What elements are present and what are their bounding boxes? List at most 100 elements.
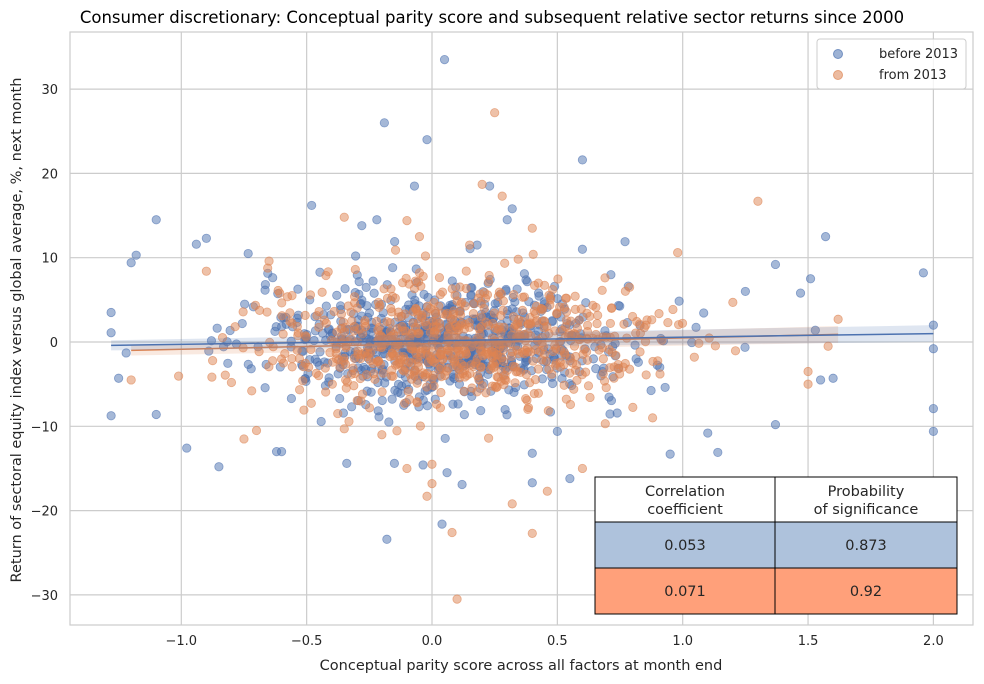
data-point bbox=[441, 310, 451, 320]
data-point bbox=[620, 286, 630, 296]
y-tick-label: −10 bbox=[31, 420, 58, 435]
data-point bbox=[335, 393, 345, 404]
data-point bbox=[624, 364, 635, 374]
data-point bbox=[360, 318, 370, 328]
legend-marker-before-2013 bbox=[833, 49, 843, 59]
data-point bbox=[462, 370, 472, 381]
table-header-row bbox=[594, 476, 958, 523]
table-cell: 0.92 bbox=[850, 584, 882, 600]
data-point bbox=[699, 308, 709, 318]
data-point bbox=[531, 345, 541, 355]
data-point bbox=[691, 322, 701, 332]
data-point bbox=[488, 358, 498, 368]
data-point bbox=[315, 347, 325, 357]
data-point bbox=[566, 316, 576, 326]
data-point bbox=[582, 355, 592, 365]
data-point bbox=[294, 353, 305, 364]
data-point bbox=[388, 371, 398, 381]
data-point bbox=[378, 368, 389, 378]
data-point bbox=[543, 406, 553, 416]
data-point bbox=[385, 318, 395, 328]
data-point bbox=[276, 446, 287, 457]
data-point bbox=[488, 318, 498, 329]
data-point bbox=[710, 341, 720, 351]
legend-box bbox=[816, 38, 967, 90]
data-point bbox=[431, 399, 442, 409]
table-cell: 0.873 bbox=[845, 538, 887, 554]
data-point bbox=[753, 196, 763, 206]
data-point bbox=[427, 479, 437, 489]
data-point bbox=[405, 369, 415, 379]
data-point bbox=[500, 404, 510, 415]
data-point bbox=[648, 356, 658, 367]
data-point bbox=[410, 276, 421, 286]
data-point bbox=[574, 315, 584, 325]
data-point bbox=[201, 266, 211, 276]
x-ticks: −1.0 −0.5 0.0 0.5 1.0 1.5 2.0 bbox=[166, 634, 944, 649]
data-point bbox=[372, 215, 382, 225]
data-point bbox=[477, 179, 487, 189]
data-point bbox=[412, 398, 422, 408]
data-point bbox=[612, 408, 622, 418]
data-point bbox=[247, 386, 257, 396]
data-point bbox=[641, 320, 651, 330]
data-point bbox=[565, 399, 576, 410]
data-point bbox=[106, 328, 116, 338]
data-point bbox=[278, 329, 288, 339]
data-point bbox=[600, 419, 610, 429]
data-point bbox=[476, 406, 486, 416]
data-point bbox=[420, 370, 430, 380]
data-point bbox=[366, 387, 376, 397]
data-point bbox=[275, 288, 285, 298]
data-point bbox=[382, 534, 392, 544]
data-point bbox=[403, 386, 413, 396]
data-point bbox=[191, 239, 201, 249]
data-point bbox=[461, 266, 471, 276]
data-point bbox=[357, 221, 367, 231]
data-point bbox=[323, 267, 333, 277]
data-point bbox=[604, 344, 614, 355]
data-point bbox=[243, 248, 253, 259]
data-point bbox=[517, 305, 528, 315]
data-point bbox=[472, 387, 482, 397]
data-point bbox=[478, 351, 488, 361]
data-point bbox=[519, 349, 529, 359]
data-point bbox=[481, 388, 491, 398]
data-point bbox=[422, 382, 432, 392]
data-point bbox=[314, 370, 324, 381]
data-point bbox=[353, 349, 363, 359]
data-point bbox=[277, 311, 287, 321]
data-point bbox=[420, 251, 431, 261]
data-point bbox=[509, 290, 519, 300]
data-point bbox=[770, 420, 781, 430]
data-point bbox=[577, 463, 588, 474]
data-point bbox=[217, 333, 228, 343]
data-point bbox=[605, 318, 615, 329]
data-point bbox=[268, 356, 278, 366]
data-point bbox=[339, 327, 350, 337]
data-point bbox=[539, 280, 550, 290]
table-cell: 0.071 bbox=[664, 584, 706, 600]
data-point bbox=[342, 458, 352, 468]
data-point bbox=[240, 299, 250, 309]
data-point bbox=[537, 305, 548, 315]
data-point bbox=[382, 293, 393, 303]
data-point bbox=[377, 430, 387, 440]
data-point bbox=[605, 363, 615, 373]
data-point bbox=[126, 258, 136, 268]
data-point bbox=[815, 375, 826, 385]
data-point bbox=[375, 300, 385, 310]
data-point bbox=[533, 288, 544, 298]
data-point bbox=[551, 360, 561, 370]
data-point bbox=[392, 426, 402, 436]
data-point bbox=[577, 244, 588, 254]
data-point bbox=[494, 287, 505, 297]
data-point bbox=[332, 290, 342, 300]
data-point bbox=[390, 293, 400, 303]
data-point bbox=[562, 307, 572, 317]
data-point bbox=[343, 301, 353, 311]
data-point bbox=[571, 351, 581, 362]
table-header-cell: coefficient bbox=[647, 502, 723, 518]
data-point bbox=[355, 373, 365, 384]
data-point bbox=[539, 349, 550, 359]
